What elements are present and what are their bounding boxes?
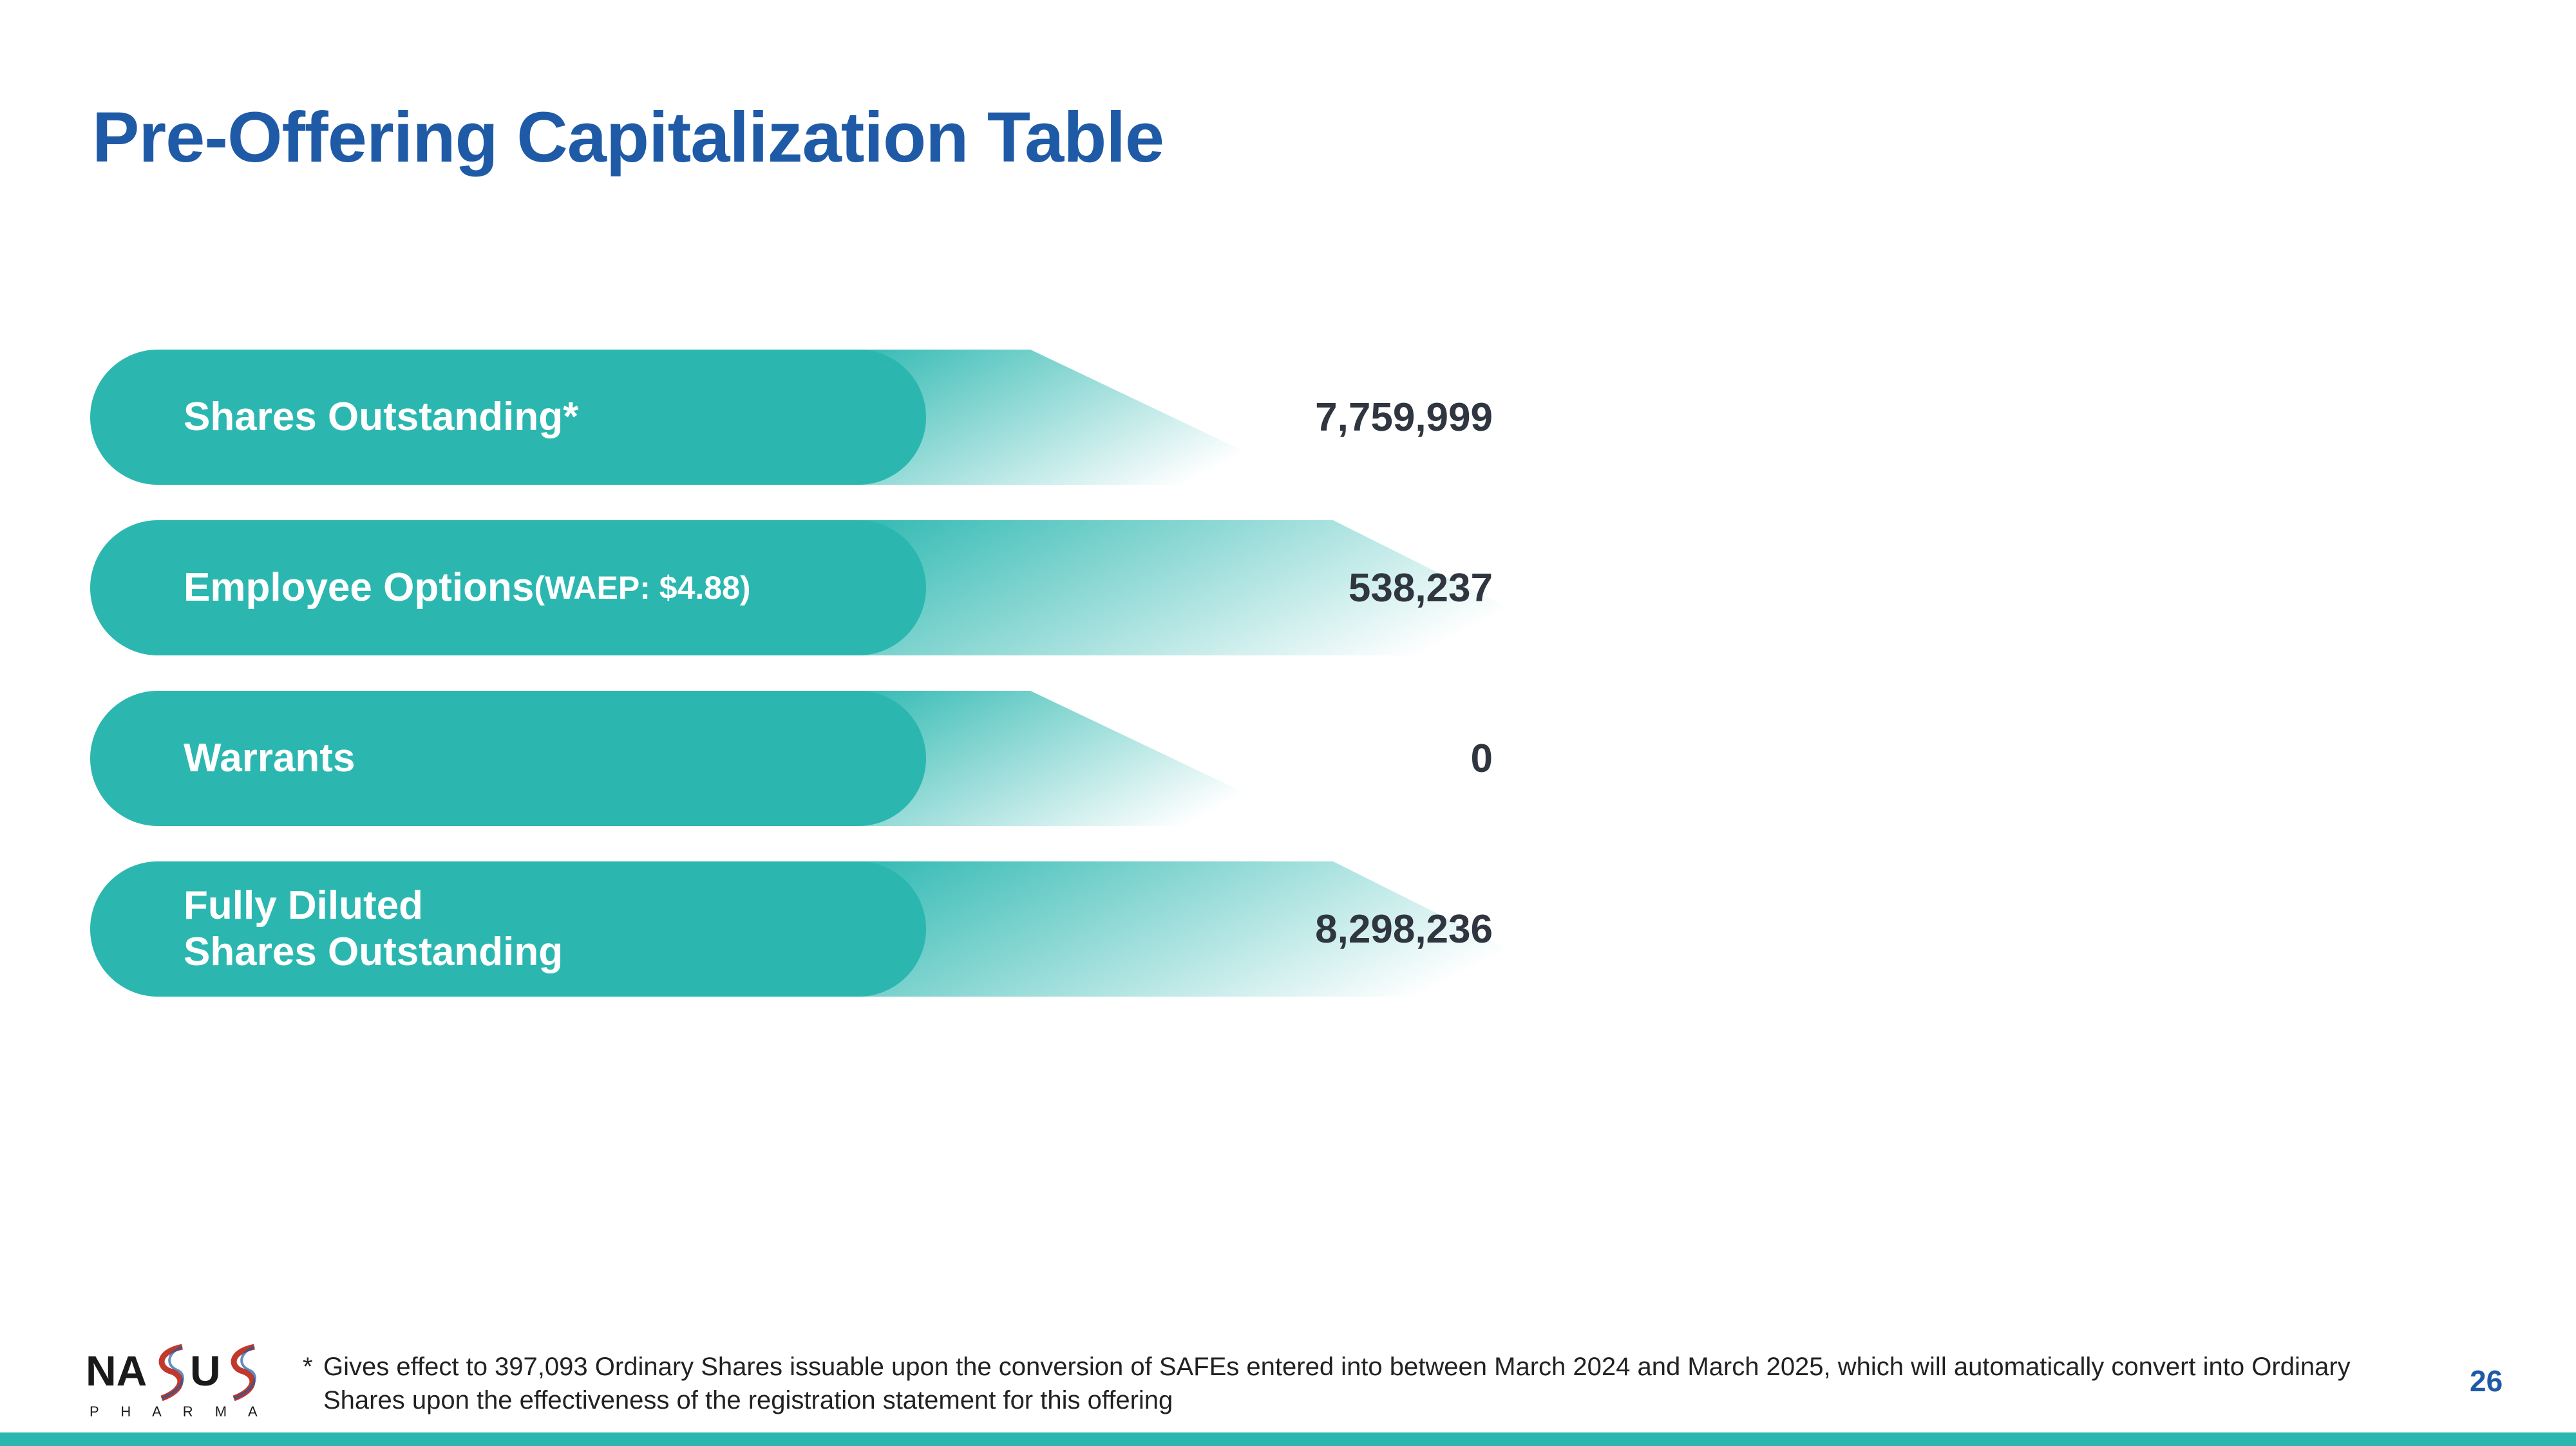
row-label-pill (90, 691, 926, 826)
cap-row-shares-outstanding: Shares Outstanding* 7,759,999 (90, 350, 1636, 485)
row-fade-shape (831, 691, 1301, 826)
nasus-pharma-logo: NA U P H A R M A (86, 1344, 260, 1420)
page-number: 26 (2470, 1364, 2503, 1398)
row-label: Fully Diluted Shares Outstanding (184, 883, 564, 974)
logo-text-right: U (190, 1347, 221, 1394)
row-label: Employee Options (WAEP: $4.88) (184, 565, 751, 610)
row-fade-shape (831, 520, 1591, 655)
bottom-accent-bar (0, 1432, 2576, 1446)
helix-s-logo-icon (158, 1344, 256, 1402)
row-value: 0 (1470, 736, 1493, 781)
row-fade-shape (831, 861, 1591, 997)
row-label-pill (90, 861, 926, 997)
row-value: 8,298,236 (1315, 906, 1493, 952)
footnote-marker: * (303, 1353, 313, 1381)
logo-subtitle: P H A R M A (90, 1404, 260, 1420)
footnote-text: Gives effect to 397,093 Ordinary Shares … (323, 1353, 2351, 1414)
row-label-suffix: (WAEP: $4.88) (534, 570, 751, 606)
cap-row-warrants: Warrants 0 (90, 691, 1636, 826)
row-value: 538,237 (1348, 565, 1493, 610)
row-label: Shares Outstanding* (184, 395, 579, 439)
row-label: Warrants (184, 736, 355, 780)
row-label-pill (90, 520, 926, 655)
cap-row-employee-options: Employee Options (WAEP: $4.88) 538,237 (90, 520, 1636, 655)
row-value: 7,759,999 (1315, 395, 1493, 440)
slide-title: Pre-Offering Capitalization Table (92, 98, 1164, 177)
row-label-pill (90, 350, 926, 485)
logo-text-left: NA (86, 1347, 147, 1394)
cap-row-fully-diluted: Fully Diluted Shares Outstanding 8,298,2… (90, 861, 1636, 997)
row-fade-shape (831, 350, 1301, 485)
footnote: * Gives effect to 397,093 Ordinary Share… (303, 1350, 2389, 1417)
